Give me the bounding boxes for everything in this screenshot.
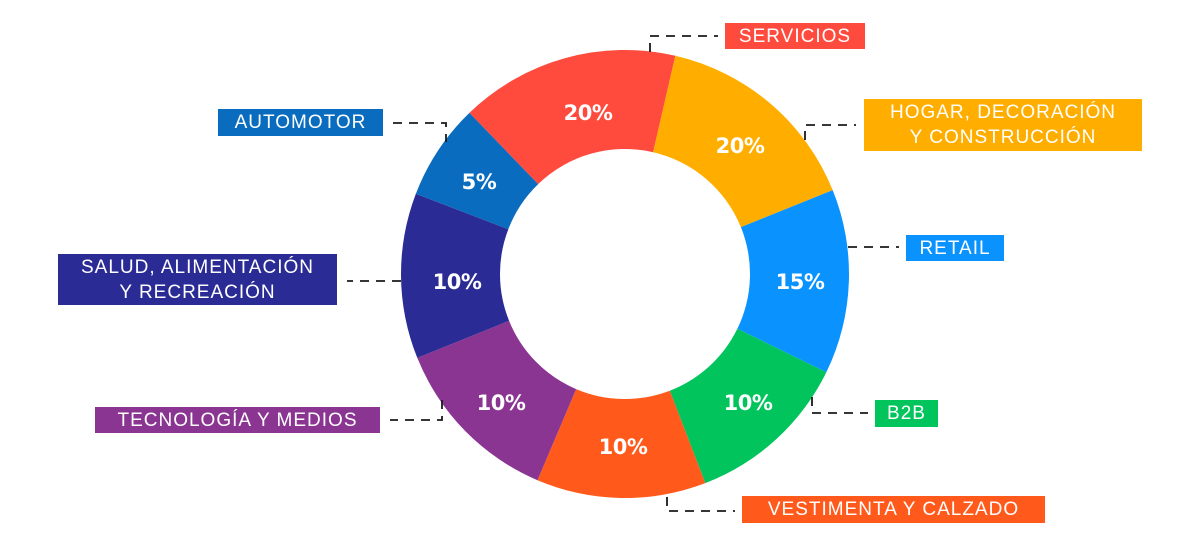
connector-servicios (649, 35, 718, 52)
label-b2b: B2B (875, 400, 938, 427)
segment-b2b (669, 328, 827, 484)
segment-hogar (653, 55, 833, 228)
connector-hogar (804, 124, 856, 140)
label-tecnologia-medios: TECNOLOGÍA Y MEDIOS (95, 407, 380, 433)
label-automotor: AUTOMOTOR (218, 109, 383, 136)
segment-tecnologia (417, 320, 577, 481)
label-salud-alimentacion-recreacion: SALUD, ALIMENTACIÓN Y RECREACIÓN (58, 254, 337, 305)
label-hogar-decoracion-construccion: HOGAR, DECORACIÓN Y CONSTRUCCIÓN (864, 99, 1142, 151)
label-servicios: SERVICIOS (725, 23, 865, 49)
connector-tecnologia (390, 400, 443, 421)
pct-label-salud: 10% (433, 270, 482, 294)
connector-vestimenta (666, 497, 735, 512)
callout-connectors (347, 35, 899, 512)
segment-vestimenta (537, 389, 706, 499)
label-retail: RETAIL (906, 235, 1004, 261)
pct-label-retail: 15% (776, 270, 825, 294)
percentage-labels: 20% 20% 15% 10% 10% 10% 10% 5% (433, 101, 826, 459)
connector-b2b (811, 397, 868, 414)
pct-label-hogar: 20% (716, 134, 765, 158)
segment-servicios (469, 49, 676, 185)
pct-label-tecnologia: 10% (477, 391, 526, 415)
connector-automotor (393, 122, 447, 142)
pct-label-servicios: 20% (564, 101, 613, 125)
segment-salud (401, 193, 510, 358)
pct-label-vestimenta: 10% (599, 435, 648, 459)
pct-label-b2b: 10% (724, 391, 773, 415)
pct-label-automotor: 5% (462, 170, 497, 194)
label-vestimenta-calzado: VESTIMENTA Y CALZADO (742, 496, 1045, 523)
segment-retail (737, 190, 850, 373)
